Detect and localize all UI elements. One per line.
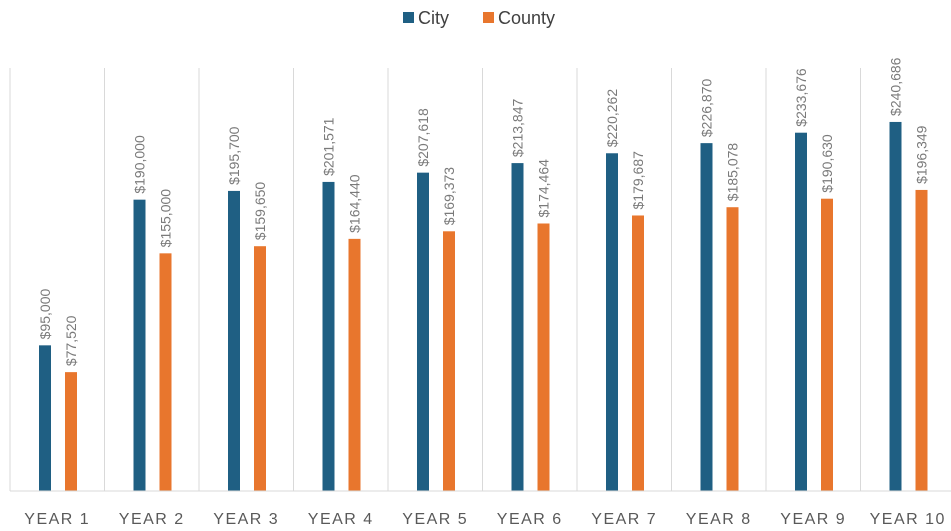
bar-city-year-6 (511, 163, 524, 492)
bar-county-year-5 (443, 231, 455, 491)
bar-city-year-7 (606, 153, 618, 491)
data-label-county-year-7: $179,687 (630, 151, 646, 210)
category-separators (9, 68, 861, 491)
x-tick-label-year-7: YEAR 7 (591, 511, 657, 528)
data-label-county-year-10: $196,349 (914, 125, 930, 184)
x-tick-label-year-1: YEAR 1 (24, 511, 90, 528)
bar-county-year-1 (65, 372, 77, 491)
legend-swatch-county (483, 12, 494, 23)
data-label-city-year-10: $240,686 (888, 57, 904, 116)
bar-county-year-9 (821, 198, 833, 491)
data-label-city-year-2: $190,000 (132, 135, 148, 194)
data-label-city-year-1: $95,000 (37, 289, 53, 340)
legend: City County (403, 8, 555, 28)
data-label-county-year-8: $185,078 (725, 143, 741, 202)
data-labels: $95,000 $77,520 $190,000 $155,000 $195,700 $1… (37, 57, 930, 366)
bar-city-year-9 (795, 132, 807, 492)
data-label-county-year-2: $155,000 (158, 189, 174, 248)
bar-city-year-1 (39, 345, 51, 491)
x-tick-label-year-10: YEAR 10 (870, 511, 946, 528)
x-tick-label-year-2: YEAR 2 (119, 511, 185, 528)
bar-city-year-4 (322, 181, 335, 491)
bar-county-year-10 (915, 189, 928, 492)
x-tick-label-year-8: YEAR 8 (686, 511, 752, 528)
legend-label-city: City (418, 8, 449, 28)
data-label-city-year-7: $220,262 (604, 89, 620, 148)
bar-city-year-8 (700, 143, 713, 491)
data-label-county-year-6: $174,464 (536, 159, 552, 218)
bar-city-year-5 (417, 172, 429, 491)
x-tick-label-year-6: YEAR 6 (497, 511, 563, 528)
bar-city-year-3 (228, 190, 240, 491)
data-label-city-year-8: $226,870 (699, 79, 715, 138)
bar-city-year-10 (889, 121, 902, 492)
legend-label-county: County (498, 8, 555, 28)
bars (39, 121, 928, 492)
data-label-county-year-1: $77,520 (63, 315, 79, 366)
data-label-county-year-5: $169,373 (441, 167, 457, 226)
x-tick-label-year-3: YEAR 3 (213, 511, 279, 528)
x-tick-label-year-4: YEAR 4 (308, 511, 374, 528)
data-label-city-year-6: $213,847 (510, 98, 526, 157)
data-label-county-year-9: $190,630 (819, 134, 835, 193)
data-label-county-year-3: $159,650 (252, 182, 268, 241)
bar-county-year-6 (537, 223, 550, 492)
legend-swatch-city (403, 12, 414, 23)
bar-city-year-2 (133, 199, 146, 491)
data-label-county-year-4: $164,440 (347, 174, 363, 233)
data-label-city-year-9: $233,676 (793, 68, 809, 127)
bar-county-year-8 (726, 207, 739, 491)
data-label-city-year-4: $201,571 (321, 117, 337, 176)
data-label-city-year-3: $195,700 (226, 126, 242, 185)
bar-county-year-2 (159, 253, 172, 491)
bar-county-year-4 (348, 238, 361, 491)
x-tick-label-year-5: YEAR 5 (402, 511, 468, 528)
x-axis-ticks: YEAR 1 YEAR 2 YEAR 3 YEAR 4 YEAR 5 YEAR 6 YEAR… (24, 511, 946, 528)
bar-county-year-7 (632, 215, 644, 492)
x-tick-label-year-9: YEAR 9 (780, 511, 846, 528)
bar-county-year-3 (254, 246, 266, 491)
data-label-city-year-5: $207,618 (415, 108, 431, 167)
